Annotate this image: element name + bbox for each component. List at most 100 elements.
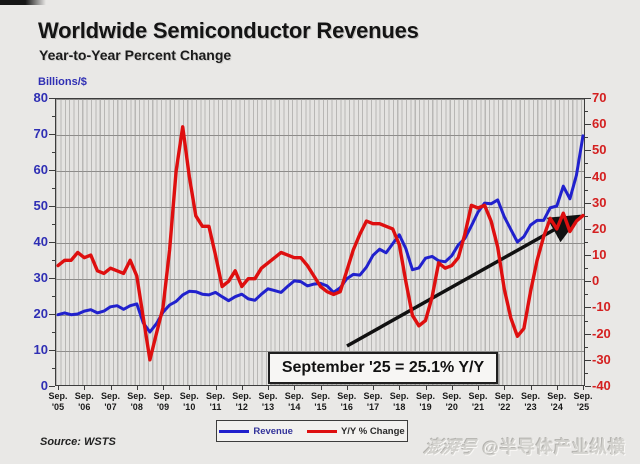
x-axis-tick-label: Sep. '16	[337, 391, 357, 412]
legend-entry-revenue: Revenue	[219, 426, 293, 437]
yoy-line-swatch	[306, 429, 337, 433]
right-axis-tick	[585, 163, 588, 164]
x-axis-tick	[189, 386, 190, 390]
right-axis-tick-label: -20	[592, 325, 611, 341]
x-axis-tick-label: Sep. '24	[547, 391, 567, 412]
x-axis-tick	[531, 386, 532, 390]
x-axis-tick	[216, 386, 217, 390]
left-axis-tick-label: 70	[33, 126, 48, 141]
right-axis-tick	[585, 281, 591, 282]
chart-title: Worldwide Semiconductor Revenues	[38, 18, 419, 43]
left-axis-title: Billions/$	[38, 76, 87, 88]
x-axis-tick	[58, 386, 59, 390]
left-axis-tick	[52, 188, 55, 189]
plot-area	[55, 98, 585, 386]
left-axis-tick-label: 10	[33, 342, 48, 357]
left-axis-tick-label: 20	[33, 306, 48, 321]
left-axis-tick	[52, 152, 55, 153]
x-axis-tick	[504, 386, 505, 390]
right-axis-tick	[585, 360, 591, 361]
left-axis-tick	[52, 332, 55, 333]
x-axis-tick-label: Sep. '22	[494, 391, 514, 412]
legend-entry-yoy: Y/Y % Change	[306, 426, 405, 437]
left-axis-tick	[52, 116, 55, 117]
left-axis-tick	[52, 296, 55, 297]
x-axis-tick-label: Sep. '21	[468, 391, 488, 412]
left-axis-tick	[49, 206, 55, 207]
left-axis-tick	[52, 368, 55, 369]
right-axis-tick-label: 0	[592, 273, 600, 289]
right-axis-tick	[585, 177, 591, 178]
right-axis-tick	[585, 216, 588, 217]
right-axis-tick	[585, 98, 591, 99]
left-axis-tick-label: 80	[33, 90, 48, 105]
x-axis-tick-label: Sep. '05	[48, 391, 68, 412]
right-axis-tick	[585, 373, 588, 374]
right-axis-tick	[585, 268, 588, 269]
x-axis-tick-label: Sep. '17	[363, 391, 383, 412]
annotation-text: September '25 = 25.1% Y/Y	[281, 359, 485, 376]
x-axis-tick-label: Sep. '14	[284, 391, 304, 412]
x-axis-tick-label: Sep. '08	[127, 391, 147, 412]
right-axis-tick-label: 30	[592, 194, 607, 210]
x-axis-tick	[163, 386, 164, 390]
right-axis-tick	[585, 111, 588, 112]
x-axis-tick-label: Sep. '23	[520, 391, 540, 412]
left-axis-tick	[49, 278, 55, 279]
x-axis-tick-label: Sep. '09	[153, 391, 173, 412]
x-axis-tick-label: Sep. '10	[179, 391, 199, 412]
x-axis-tick	[84, 386, 85, 390]
left-axis-tick-label: 40	[33, 234, 48, 249]
x-axis-tick	[399, 386, 400, 390]
revenue-line-swatch	[219, 429, 250, 433]
left-axis-tick-label: 30	[33, 270, 48, 285]
left-axis-tick	[49, 134, 55, 135]
left-axis-tick-label: 50	[33, 198, 48, 213]
x-axis-tick	[426, 386, 427, 390]
x-axis-tick-label: Sep. '15	[310, 391, 330, 412]
legend: Revenue Y/Y % Change	[216, 420, 408, 442]
x-axis-tick-label: Sep. '18	[389, 391, 409, 412]
x-axis-tick-label: Sep. '19	[415, 391, 435, 412]
watermark-handle: @半导体产业纵横	[482, 438, 626, 457]
watermark-logo: 澎湃号	[422, 438, 479, 457]
annotation-callout: September '25 = 25.1% Y/Y	[268, 352, 498, 384]
right-axis-tick-label: -30	[592, 351, 611, 367]
right-axis-tick-label: 50	[592, 142, 607, 158]
right-axis-tick-label: -40	[592, 378, 611, 393]
x-axis-tick-label: Sep. '20	[442, 391, 462, 412]
left-axis-tick	[49, 386, 55, 387]
x-axis-tick-label: Sep. '13	[258, 391, 278, 412]
x-axis-tick	[583, 386, 584, 390]
x-axis-tick-label: Sep. '12	[232, 391, 252, 412]
right-axis-tick	[585, 203, 591, 204]
chart-subtitle: Year-to-Year Percent Change	[39, 47, 232, 63]
x-axis-tick-label: Sep. '07	[100, 391, 120, 412]
left-axis-tick	[52, 224, 55, 225]
x-axis-tick	[268, 386, 269, 390]
legend-label-revenue: Revenue	[253, 425, 293, 437]
left-axis-tick	[49, 314, 55, 315]
right-axis-tick	[585, 255, 591, 256]
right-axis-tick-label: 10	[592, 247, 607, 263]
x-axis-tick	[137, 386, 138, 390]
x-axis-tick	[478, 386, 479, 390]
right-axis-tick	[585, 137, 588, 138]
right-axis-tick-label: 40	[592, 168, 607, 184]
x-axis-tick-label: Sep. '11	[205, 391, 225, 412]
left-axis-tick	[49, 98, 55, 99]
x-axis-tick	[373, 386, 374, 390]
x-axis-tick	[557, 386, 558, 390]
watermark: 澎湃号 @半导体产业纵横	[422, 433, 626, 458]
right-axis-tick	[585, 334, 591, 335]
right-axis-tick	[585, 321, 588, 322]
right-axis-tick	[585, 347, 588, 348]
right-axis-tick-label: 20	[592, 220, 607, 236]
right-axis-tick	[585, 294, 588, 295]
right-axis-tick	[585, 242, 588, 243]
right-axis-tick	[585, 190, 588, 191]
corner-artifact	[0, 0, 46, 5]
source-credit: Source: WSTS	[40, 436, 116, 448]
x-axis-tick	[452, 386, 453, 390]
